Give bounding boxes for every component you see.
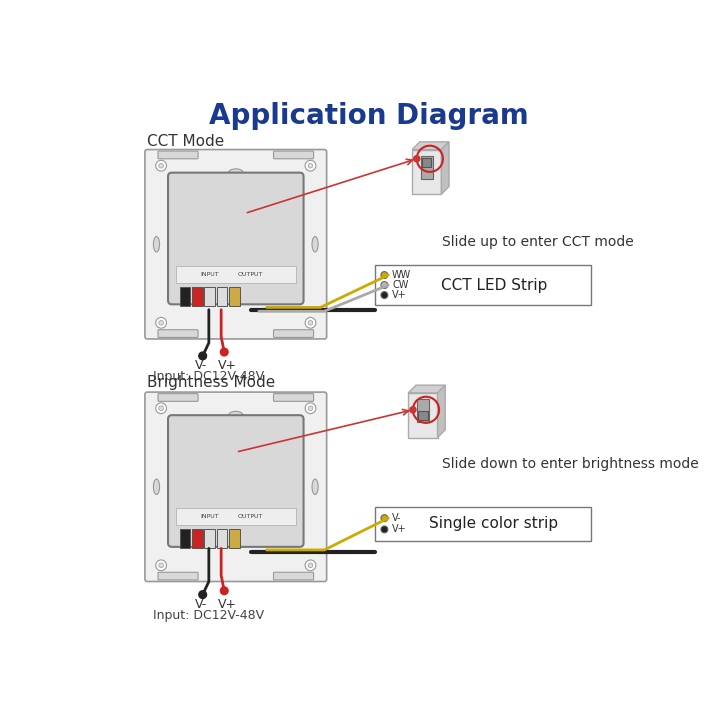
FancyBboxPatch shape [158,151,198,159]
Polygon shape [438,385,445,438]
Text: CCT Mode: CCT Mode [148,135,225,149]
Text: Application Diagram: Application Diagram [209,102,529,130]
FancyBboxPatch shape [274,330,314,338]
Circle shape [305,161,316,171]
Polygon shape [408,385,445,393]
Circle shape [156,403,166,414]
Bar [420,156,433,179]
Bar [192,287,203,306]
Bar [176,508,296,526]
FancyBboxPatch shape [145,392,327,582]
Polygon shape [441,142,449,194]
Text: V-: V- [195,598,207,611]
Bar [204,287,215,306]
Bar [375,507,590,541]
Text: V+: V+ [392,524,407,534]
FancyBboxPatch shape [145,150,327,339]
Text: V-: V- [392,513,402,523]
FancyBboxPatch shape [158,330,198,338]
Bar [217,529,228,549]
Text: INPUT: INPUT [200,514,219,519]
Circle shape [159,563,163,567]
Text: OUTPUT: OUTPUT [238,271,263,276]
Text: V+: V+ [217,359,237,372]
Bar [229,287,240,306]
Circle shape [308,320,312,325]
Bar [192,529,203,549]
Circle shape [159,163,163,168]
Circle shape [159,320,163,325]
Circle shape [308,563,312,567]
Circle shape [220,587,228,595]
Text: Brightness Mode: Brightness Mode [148,375,276,390]
Circle shape [381,292,388,299]
Text: Single color strip: Single color strip [429,516,558,531]
Text: Input: DC12V-48V: Input: DC12V-48V [153,370,264,383]
FancyBboxPatch shape [158,394,198,401]
Circle shape [308,406,312,410]
Text: Input: DC12V-48V: Input: DC12V-48V [153,609,264,622]
Text: Slide down to enter brightness mode: Slide down to enter brightness mode [442,456,699,471]
Bar [204,529,215,549]
Text: V-: V- [195,359,207,372]
Circle shape [381,526,388,533]
Text: Slide up to enter CCT mode: Slide up to enter CCT mode [442,235,634,249]
FancyBboxPatch shape [168,415,304,547]
Bar [229,529,240,549]
Bar [417,399,429,422]
Polygon shape [412,142,449,150]
Bar [418,410,428,420]
Circle shape [156,318,166,328]
Circle shape [381,515,388,521]
Circle shape [308,163,312,168]
Bar [179,529,190,549]
Ellipse shape [153,479,160,495]
Circle shape [381,271,388,279]
Bar [176,266,296,283]
Text: INPUT: INPUT [200,271,219,276]
Bar [408,393,438,438]
Text: CW: CW [392,280,408,290]
Circle shape [156,161,166,171]
Circle shape [199,352,207,360]
Ellipse shape [228,168,243,178]
Text: OUTPUT: OUTPUT [238,514,263,519]
FancyBboxPatch shape [158,572,198,580]
FancyBboxPatch shape [274,151,314,159]
Bar [412,150,441,194]
Bar [217,287,228,306]
Text: WW: WW [392,270,411,280]
Circle shape [199,590,207,598]
Ellipse shape [312,479,318,495]
Circle shape [159,406,163,410]
Bar [179,287,190,306]
Ellipse shape [228,411,243,420]
FancyBboxPatch shape [168,173,304,305]
Circle shape [381,282,388,289]
Circle shape [156,560,166,571]
Ellipse shape [312,237,318,252]
FancyBboxPatch shape [274,394,314,401]
Circle shape [305,403,316,414]
Bar [375,265,590,305]
Text: V+: V+ [217,598,237,611]
Text: V+: V+ [392,290,407,300]
Text: CCT LED Strip: CCT LED Strip [441,277,547,292]
Bar [422,158,431,167]
Ellipse shape [153,237,160,252]
Circle shape [305,318,316,328]
Circle shape [410,407,416,413]
Circle shape [414,156,420,162]
Circle shape [305,560,316,571]
FancyBboxPatch shape [274,572,314,580]
Circle shape [220,348,228,356]
